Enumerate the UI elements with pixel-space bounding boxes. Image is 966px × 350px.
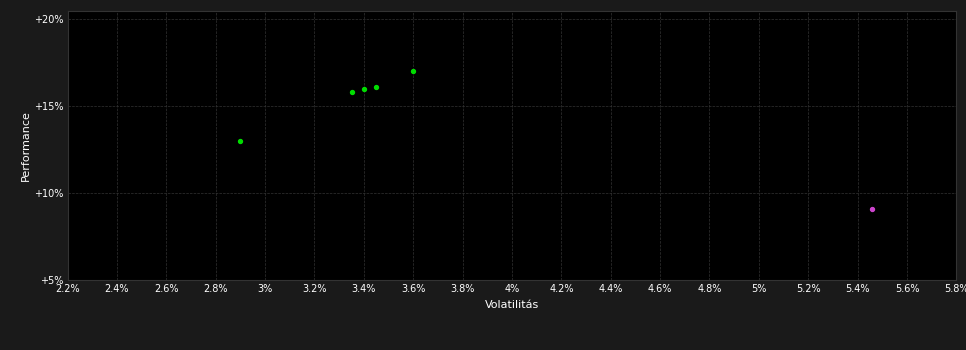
Point	[865, 206, 880, 211]
Point	[356, 86, 372, 92]
Y-axis label: Performance: Performance	[21, 110, 31, 181]
Point	[233, 138, 248, 144]
Point	[344, 89, 359, 95]
Point	[406, 69, 421, 74]
Point	[368, 84, 384, 90]
X-axis label: Volatilitás: Volatilitás	[485, 300, 539, 310]
